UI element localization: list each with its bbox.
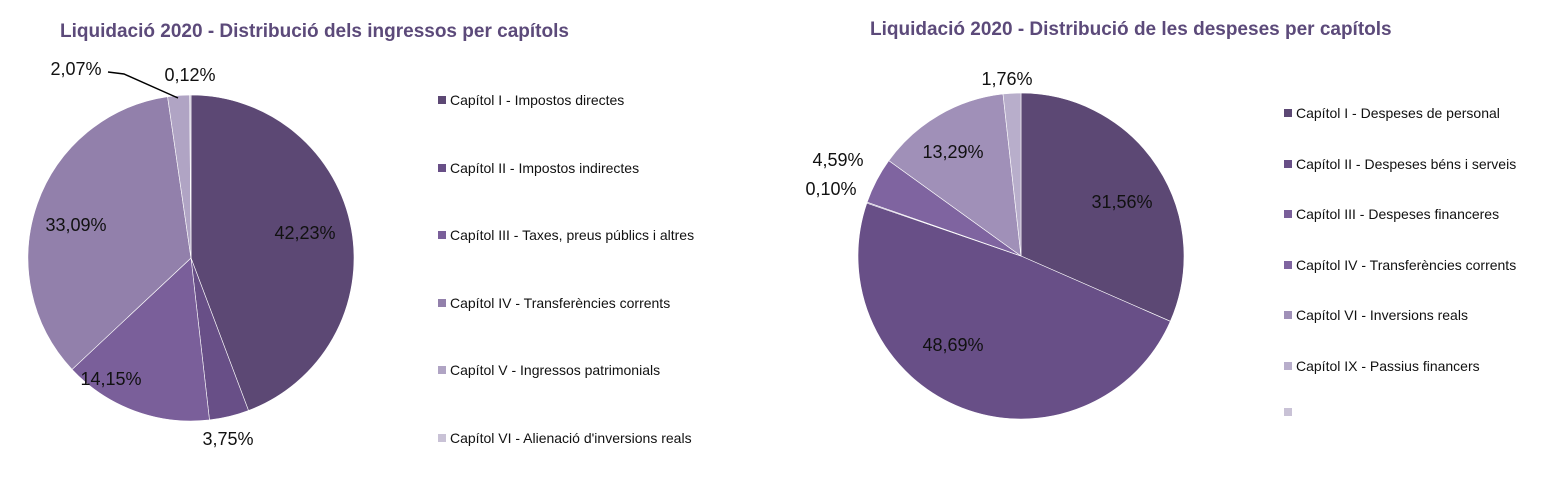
legend-label: Capítol IV - Transferències corrents — [450, 294, 671, 311]
legend-item: Capítol II - Despeses béns i serveis — [1284, 156, 1516, 172]
legend-swatch — [438, 163, 446, 172]
legend-item: Capítol III - Despeses financeres — [1284, 206, 1499, 222]
legend-item — [1284, 408, 1296, 416]
legend-swatch — [438, 96, 446, 104]
data-label: 33,09% — [45, 215, 106, 235]
data-label: 0,12% — [164, 65, 215, 85]
legend-item: Capítol IV - Transferències corrents — [1284, 257, 1516, 273]
legend-label: Capítol V - Ingressos patrimonials — [450, 362, 661, 378]
leader-line — [107, 71, 179, 99]
data-label: 3,75% — [202, 429, 253, 449]
legend-label: Capítol IX - Passius financers — [1296, 357, 1480, 374]
legend-item: Capítol III - Taxes, preus públics i alt… — [438, 227, 694, 243]
legend-label: Capítol II - Impostos indirectes — [450, 159, 640, 176]
legend-swatch — [1284, 408, 1292, 416]
legend-label: Capítol I - Despeses de personal — [1296, 105, 1500, 121]
data-label: 1,76% — [981, 69, 1032, 89]
data-label: 14,15% — [80, 369, 141, 389]
income-pie-chart: Liquidació 2020 - Distribució dels ingre… — [27, 21, 694, 449]
legend-label: Capítol VI - Alienació d'inversions real… — [450, 429, 692, 446]
chart-title: Liquidació 2020 - Distribució dels ingre… — [60, 21, 569, 42]
pie-slice — [1020, 92, 1185, 322]
legend-item: Capítol VI - Inversions reals — [1284, 307, 1468, 323]
pie-slice — [888, 93, 1022, 257]
legend-item: Capítol VI - Alienació d'inversions real… — [438, 430, 692, 446]
legend-label: Capítol III - Despeses financeres — [1296, 206, 1500, 222]
legend-item: Capítol II - Impostos indirectes — [438, 160, 639, 176]
legend-swatch — [1284, 361, 1292, 370]
pie-slice — [189, 94, 192, 259]
legend-label: Capítol II - Despeses béns i serveis — [1296, 155, 1517, 172]
legend-swatch — [438, 298, 446, 307]
legend-item: Capítol I - Despeses de personal — [1284, 105, 1500, 121]
data-label: 31,56% — [1091, 192, 1152, 212]
legend-label: Capítol III - Taxes, preus públics i alt… — [450, 227, 695, 243]
pie-svg: 42,23% 3,75% 14,15% 33,09% 2,07% 0,12% — [27, 59, 355, 449]
legend-swatch — [1284, 159, 1292, 168]
legend-swatch — [438, 433, 446, 442]
legend-swatch — [1284, 260, 1292, 269]
data-label: 0,10% — [805, 179, 856, 199]
legend-item: Capítol IV - Transferències corrents — [438, 295, 670, 311]
data-label: 42,23% — [274, 223, 335, 243]
data-label: 48,69% — [922, 335, 983, 355]
legend-label: Capítol IV - Transferències corrents — [1296, 256, 1517, 273]
legend-item: Capítol IX - Passius financers — [1284, 358, 1480, 374]
legend-label: Capítol VI - Inversions reals — [1296, 307, 1468, 323]
chart-title: Liquidació 2020 - Distribució de les des… — [870, 19, 1392, 40]
legend-label: Capítol I - Impostos directes — [450, 92, 625, 108]
pie-slice — [71, 257, 210, 422]
pie-slice — [1002, 92, 1022, 257]
legend-swatch — [438, 231, 446, 239]
data-label: 4,59% — [812, 150, 863, 170]
legend-swatch — [438, 366, 446, 374]
legend-swatch — [1284, 109, 1292, 117]
pie-slice — [27, 96, 192, 370]
pie-svg: 31,56% 48,69% 0,10% 4,59% 13,29% 1,76% — [805, 69, 1185, 420]
pie-slice — [857, 202, 1171, 420]
data-label: 2,07% — [50, 59, 101, 79]
legend-item: Capítol I - Impostos directes — [438, 92, 624, 108]
pie-slice — [190, 94, 355, 411]
data-label: 13,29% — [922, 142, 983, 162]
legend-item: Capítol V - Ingressos patrimonials — [438, 362, 660, 378]
legend-swatch — [1284, 311, 1292, 319]
expenses-pie-chart: Liquidació 2020 - Distribució de les des… — [780, 0, 1559, 492]
legend-swatch — [1284, 210, 1292, 218]
